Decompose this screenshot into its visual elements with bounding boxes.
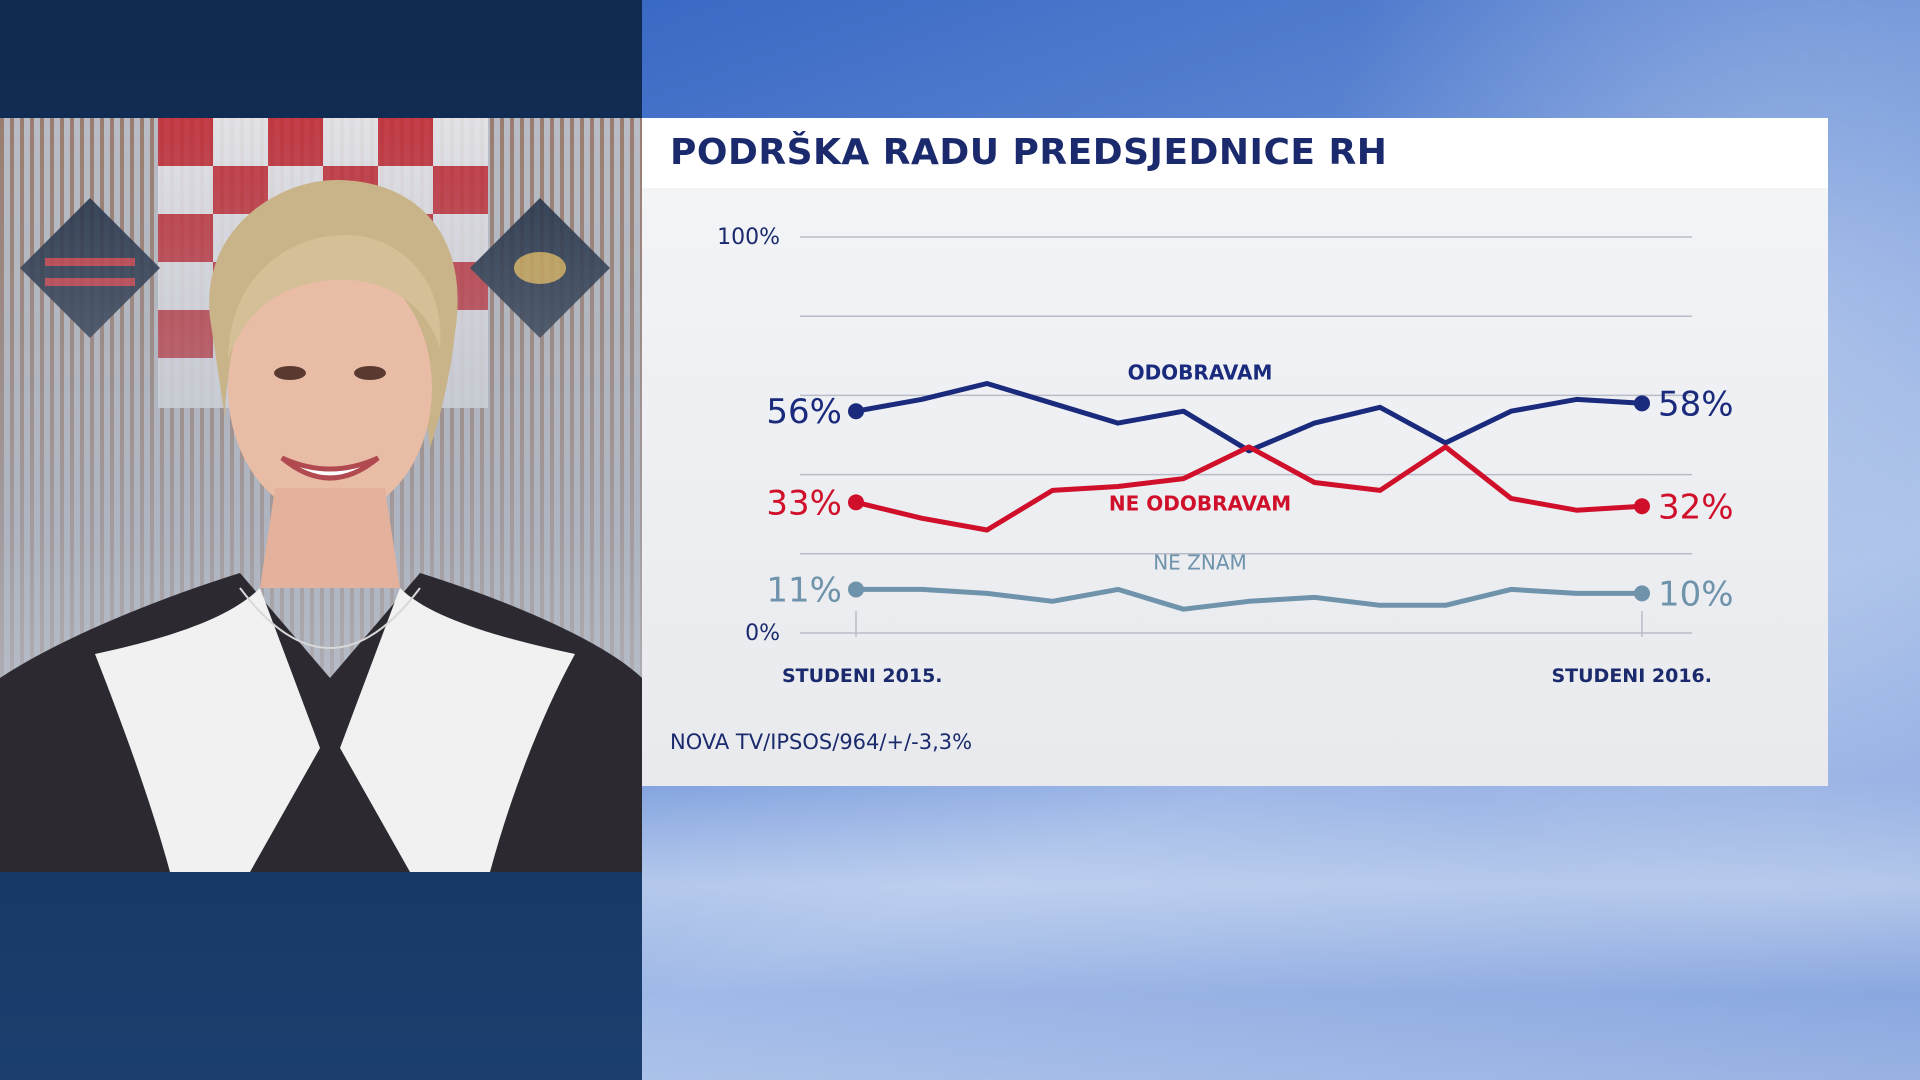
portrait-illustration bbox=[0, 118, 642, 872]
y-tick-label: 0% bbox=[745, 621, 780, 646]
series-name-approve: ODOBRAVAM bbox=[1128, 360, 1273, 384]
value-label-end-approve: 58% bbox=[1658, 384, 1734, 424]
point-end-dont_know bbox=[1634, 585, 1650, 602]
portrait-photo bbox=[0, 118, 642, 872]
x-label-start: STUDENI 2015. bbox=[782, 665, 943, 687]
value-label-start-approve: 56% bbox=[766, 392, 842, 432]
series-name-dont_know: NE ZNAM bbox=[1153, 551, 1247, 575]
series-line-disapprove bbox=[853, 444, 1645, 533]
chart-card: PODRŠKA RADU PREDSJEDNICE RH 0% 100% STUDE… bbox=[642, 118, 1828, 786]
value-label-end-disapprove: 32% bbox=[1658, 487, 1734, 527]
point-end-disapprove bbox=[1634, 498, 1650, 515]
value-label-end-dont_know: 10% bbox=[1658, 574, 1734, 614]
series-line-approve bbox=[853, 381, 1645, 454]
y-tick-label: 100% bbox=[717, 225, 780, 250]
point-end-approve bbox=[1634, 395, 1650, 412]
chart-title: PODRŠKA RADU PREDSJEDNICE RH bbox=[670, 132, 1388, 173]
value-label-start-dont_know: 11% bbox=[766, 570, 842, 610]
point-start-dont_know bbox=[848, 581, 864, 598]
point-start-disapprove bbox=[848, 494, 864, 511]
source-note: NOVA TV/IPSOS/964/+/-3,3% bbox=[670, 730, 973, 754]
value-label-start-disapprove: 33% bbox=[766, 483, 842, 523]
x-label-end: STUDENI 2016. bbox=[1551, 665, 1712, 687]
line-chart: 0% 100% STUDENI 2015. STUDENI 2016. 56% 58% OD… bbox=[717, 225, 1734, 687]
series-line-dont_know bbox=[853, 586, 1645, 612]
point-start-approve bbox=[848, 403, 864, 420]
title-bar bbox=[642, 118, 1828, 188]
series-name-disapprove: NE ODOBRAVAM bbox=[1109, 491, 1291, 515]
